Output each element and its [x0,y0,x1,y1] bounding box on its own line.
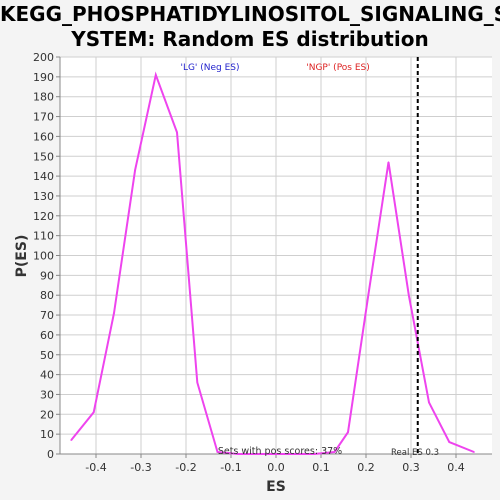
es-density-point [236,453,239,455]
real-es-label: Real ES 0.3 [391,448,439,458]
es-density-point [196,381,199,384]
es-density-point [333,451,336,453]
y-tick-label: 80 [40,289,54,302]
y-tick-label: 70 [40,309,54,322]
y-tick-label: 30 [40,388,54,401]
chart-title-line-1: KEGG_PHOSPHATIDYLINOSITOL_SIGNALING_S [0,2,500,26]
y-tick-label: 90 [40,269,54,282]
x-tick-label: 0.2 [357,461,375,474]
x-tick-label: 0.4 [447,461,465,474]
es-density-point [275,453,277,455]
x-tick-label: -0.3 [130,461,151,474]
es-density-point [313,453,316,455]
y-tick-label: 190 [33,71,54,84]
es-density-point [113,312,115,314]
es-density-point [257,453,259,455]
es-density-point [134,169,136,171]
x-tick-label: -0.4 [85,461,106,474]
y-tick-label: 0 [47,448,54,461]
x-tick-label: 0.1 [312,461,330,474]
es-density-point [92,411,95,414]
chart-title-line-2: YSTEM: Random ES distribution [71,27,429,51]
y-tick-label: 150 [33,150,54,163]
es-density-point [347,431,349,433]
es-density-point [387,161,390,164]
x-tick-label: 0.3 [402,461,420,474]
pos-score-annotation: Sets with pos scores: 37% [218,446,342,457]
grid [60,56,492,455]
legend-pos-label: 'NGP' (Pos ES) [306,63,370,73]
es-density-point [428,401,430,404]
y-tick-label: 180 [33,91,54,104]
es-density-point [367,294,370,297]
es-density-point [70,439,73,441]
y-tick-label: 50 [40,349,54,362]
y-tick-label: 110 [33,230,54,243]
y-tick-label: 60 [40,329,54,342]
series-layer [70,71,475,455]
y-axis-ticks: 0 10 20 30 40 50 60 70 80 90 100 110 120 130 140 150 160… [33,51,60,461]
es-density-point [448,441,451,443]
legend-neg-label: 'LG' (Neg ES) [180,63,239,73]
es-density-point [293,453,295,455]
y-tick-label: 140 [33,170,54,183]
es-density-point [155,74,157,76]
es-density-point [216,451,219,453]
x-tick-label: -0.1 [220,461,241,474]
y-tick-label: 10 [40,428,54,441]
y-tick-label: 40 [40,369,54,382]
y-axis-label: P(ES) [14,235,30,278]
y-tick-label: 170 [33,111,54,124]
x-axis-ticks: -0.4 -0.3 -0.2 -0.1 0.0 0.1 0.2 0.3 0.4 [85,454,465,474]
y-tick-label: 200 [33,51,54,64]
es-density-point [176,131,178,134]
y-tick-label: 130 [33,190,54,203]
y-tick-label: 20 [40,408,54,421]
y-tick-label: 120 [33,210,54,223]
es-density-point [473,451,475,453]
y-tick-label: 100 [33,250,54,263]
x-tick-label: -0.2 [175,461,196,474]
es-density-point [407,294,410,297]
y-tick-label: 160 [33,130,54,143]
x-axis-label: ES [266,479,286,495]
x-tick-label: 0.0 [267,461,285,474]
chart-title: KEGG_PHOSPHATIDYLINOSITOL_SIGNALING_S YS… [0,2,500,52]
